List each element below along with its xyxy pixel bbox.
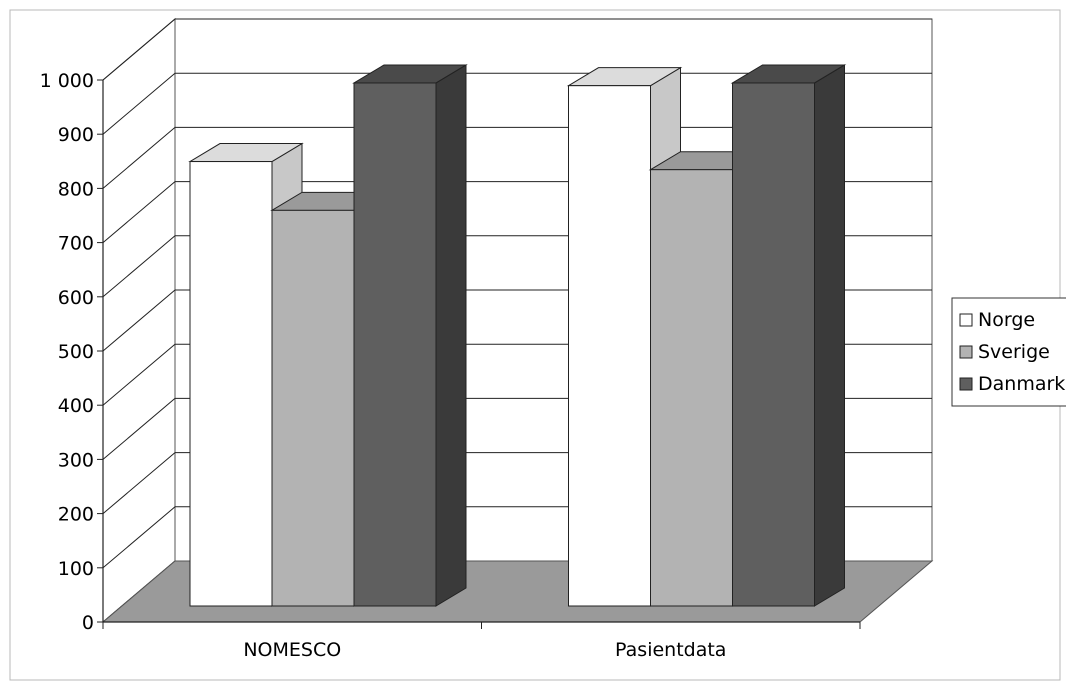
y-tick-label: 400	[58, 395, 94, 417]
legend[interactable]: Norge Sverige Danmark	[951, 297, 1066, 407]
y-tick-label: 700	[58, 233, 94, 255]
bar-side	[814, 64, 845, 607]
gridline	[102, 18, 932, 81]
bar	[730, 64, 847, 607]
x-axis: NOMESCO Pasientdata	[102, 621, 861, 661]
bar-front	[732, 82, 815, 607]
y-tick-label: 300	[58, 449, 94, 471]
y-tick-label: 100	[58, 558, 94, 580]
bar-side	[435, 64, 467, 607]
y-tick-label: 800	[58, 178, 94, 200]
bar-front	[271, 209, 355, 607]
y-tick-label: 1 000	[40, 70, 94, 92]
legend-item[interactable]: Norge	[959, 309, 1035, 331]
legend-item[interactable]: Danmark	[959, 373, 1065, 395]
bar-front	[568, 85, 651, 607]
legend-label: Danmark	[978, 373, 1065, 395]
y-tick-label: 500	[58, 341, 94, 363]
bars	[188, 64, 847, 607]
x-tick-label: Pasientdata	[615, 639, 726, 661]
bar-front	[189, 161, 273, 607]
legend-label: Norge	[978, 309, 1035, 331]
legend-item[interactable]: Sverige	[959, 341, 1050, 363]
legend-swatch	[959, 313, 973, 327]
bar	[352, 64, 468, 607]
legend-swatch	[959, 345, 973, 359]
x-tick-label: NOMESCO	[243, 639, 341, 661]
legend-label: Sverige	[978, 341, 1050, 363]
bar-front	[650, 169, 733, 607]
y-tick-label: 600	[58, 287, 94, 309]
bar-front	[353, 82, 437, 607]
y-tick-label: 0	[82, 612, 94, 634]
legend-swatch	[959, 377, 973, 391]
y-tick-label: 200	[58, 504, 94, 526]
y-axis: 0 100 200 300 400 500 600 700 800 900 1 000	[40, 70, 104, 634]
y-tick-label: 900	[58, 124, 94, 146]
